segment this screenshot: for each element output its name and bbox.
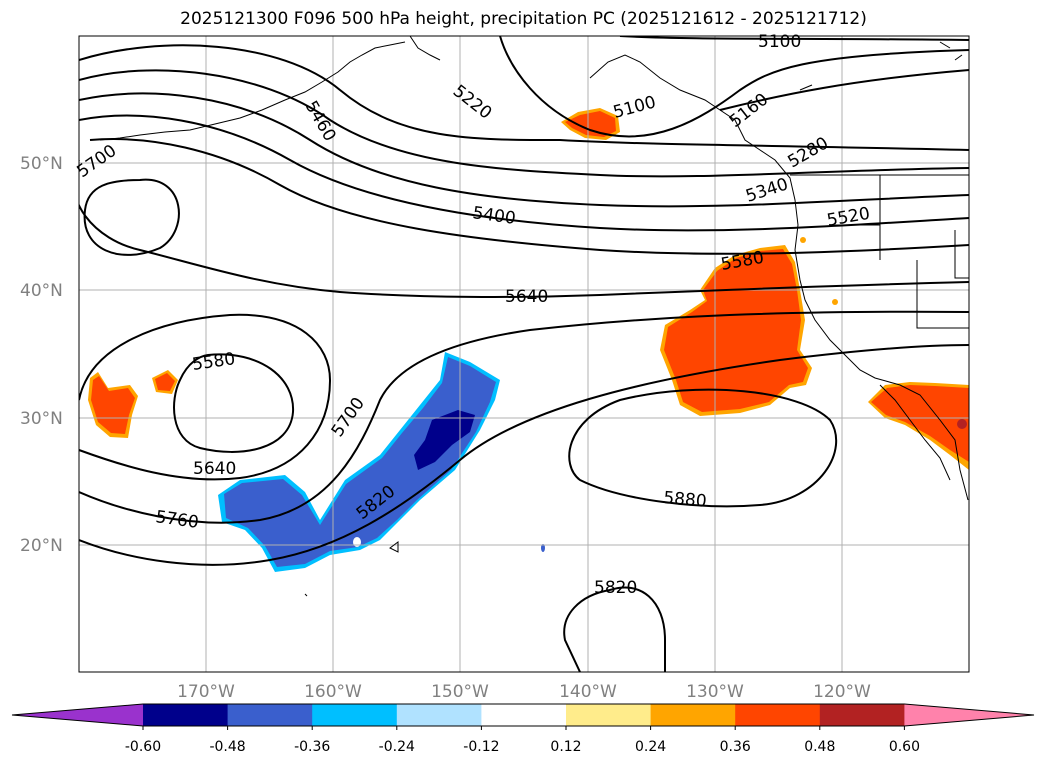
contour-label: 5880 (663, 488, 708, 512)
lon-label-150w: 150°W (431, 682, 489, 702)
colorbar-segment (312, 704, 398, 726)
contour-label: 5100 (758, 32, 801, 52)
lat-label-30: 30°N (20, 409, 63, 429)
colorbar-extend-max (904, 704, 1034, 726)
map-title: 2025121300 F096 500 hPa height, precipit… (180, 9, 867, 29)
height-contours (79, 36, 969, 672)
colorbar-tick-label: -0.48 (209, 739, 245, 755)
colorbar-segment (650, 704, 736, 726)
lon-label-130w: 130°W (686, 682, 744, 702)
coastlines (99, 36, 969, 597)
colorbar-tick-label: -0.36 (294, 739, 330, 755)
colorbar-tick-label: -0.12 (463, 739, 499, 755)
colorbar-segment (735, 704, 821, 726)
colorbar-tick-label: 0.24 (635, 739, 666, 755)
colorbar-extend-min (12, 704, 143, 726)
colorbar-tick-label: 0.12 (550, 739, 581, 755)
lat-label-20: 20°N (20, 536, 63, 556)
colorbar-tick-label: 0.48 (804, 739, 835, 755)
latitude-labels: 50°N 40°N 30°N 20°N (20, 154, 63, 556)
longitude-labels: 170°W 160°W 150°W 140°W 130°W 120°W (177, 682, 871, 702)
colorbar-tick-label: 0.60 (889, 739, 920, 755)
lon-label-160w: 160°W (304, 682, 362, 702)
contour-label: 5640 (505, 287, 548, 307)
lat-label-40: 40°N (20, 281, 63, 301)
colorbar-tick-label: 0.36 (720, 739, 751, 755)
colorbar-tick-label: -0.24 (379, 739, 415, 755)
lon-label-170w: 170°W (177, 682, 235, 702)
colorbar-tick-label: -0.60 (125, 739, 161, 755)
contour-label: 5820 (594, 578, 637, 598)
lon-label-140w: 140°W (559, 682, 617, 702)
lat-label-50: 50°N (20, 154, 63, 174)
lon-label-120w: 120°W (813, 682, 871, 702)
contour-label: 5640 (193, 459, 236, 479)
colorbar-segment (227, 704, 313, 726)
colorbar-segment (396, 704, 482, 726)
colorbar-segment (566, 704, 652, 726)
colorbar-segment (819, 704, 905, 726)
colorbar-segment (481, 704, 567, 726)
plot-frame (78, 35, 970, 673)
colorbar-segment (143, 704, 229, 726)
colorbar: -0.60 -0.48 -0.36 -0.24 -0.12 0.12 0.24 0.36 0.4… (11, 703, 1035, 755)
